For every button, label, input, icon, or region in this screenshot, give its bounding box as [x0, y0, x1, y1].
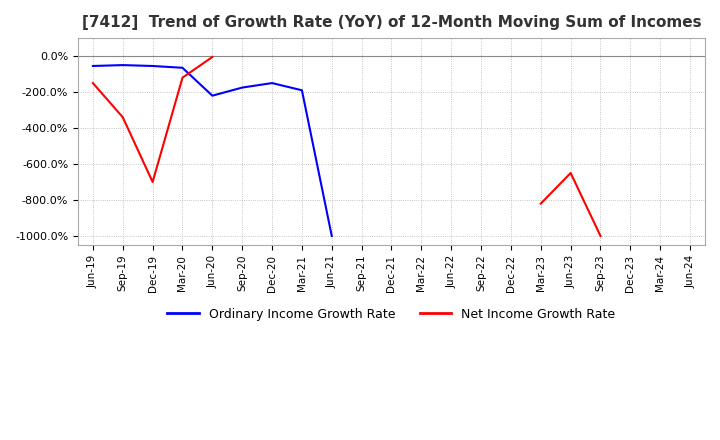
Title: [7412]  Trend of Growth Rate (YoY) of 12-Month Moving Sum of Incomes: [7412] Trend of Growth Rate (YoY) of 12-…	[81, 15, 701, 30]
Legend: Ordinary Income Growth Rate, Net Income Growth Rate: Ordinary Income Growth Rate, Net Income …	[163, 303, 621, 326]
